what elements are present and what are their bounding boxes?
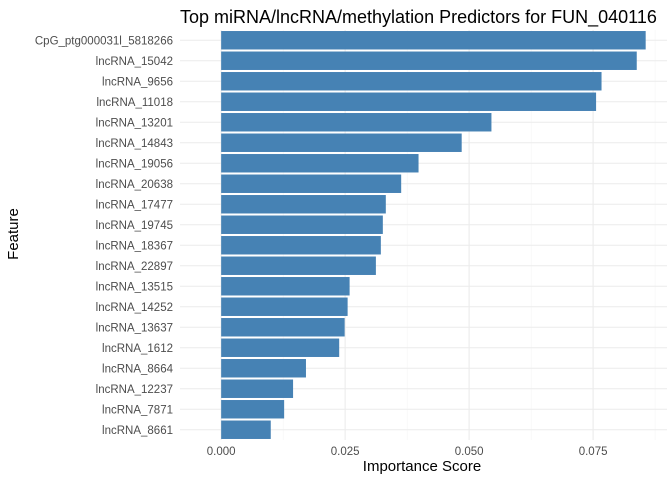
bar bbox=[221, 72, 602, 91]
x-tick-label: 0.075 bbox=[579, 446, 608, 458]
bar bbox=[221, 174, 402, 193]
bar bbox=[221, 92, 597, 111]
y-tick-label: lncRNA_13515 bbox=[96, 281, 173, 293]
y-tick-label: lncRNA_13201 bbox=[96, 117, 173, 129]
bar bbox=[221, 236, 381, 255]
bar bbox=[221, 195, 386, 214]
y-tick-label: lncRNA_18367 bbox=[96, 240, 173, 252]
x-tick-label: 0.000 bbox=[207, 446, 236, 458]
bar bbox=[221, 379, 294, 398]
bar bbox=[221, 400, 285, 419]
y-tick-label: lncRNA_9656 bbox=[102, 76, 173, 88]
y-tick-label: lncRNA_11018 bbox=[96, 97, 173, 109]
bar bbox=[221, 297, 348, 316]
y-axis-title: Feature bbox=[5, 208, 22, 260]
y-tick-label: lncRNA_19745 bbox=[96, 220, 173, 232]
grid bbox=[180, 30, 667, 440]
y-tick-label: lncRNA_19056 bbox=[96, 158, 173, 170]
y-tick-label: lncRNA_8661 bbox=[102, 425, 173, 437]
bar bbox=[221, 256, 376, 275]
y-tick-label: lncRNA_1612 bbox=[102, 343, 173, 355]
y-tick-label: lncRNA_8664 bbox=[102, 363, 174, 375]
bar bbox=[221, 359, 306, 378]
bars bbox=[221, 31, 646, 439]
bar bbox=[221, 277, 350, 296]
y-tick-label: lncRNA_14252 bbox=[96, 302, 173, 314]
x-tick-labels: 0.000 0.025 0.050 0.075 bbox=[207, 446, 608, 458]
y-tick-labels: CpG_ptg000031l_5818266 lncRNA_15042 lncRNA… bbox=[35, 35, 174, 437]
y-tick-label: lncRNA_14843 bbox=[96, 138, 173, 150]
x-tick-label: 0.025 bbox=[331, 446, 360, 458]
x-axis-title: Importance Score bbox=[363, 458, 481, 475]
bar bbox=[221, 318, 345, 337]
chart-title: Top miRNA/lncRNA/methylation Predictors … bbox=[180, 7, 657, 28]
y-tick-label: lncRNA_17477 bbox=[96, 199, 173, 211]
y-tick-label: lncRNA_12237 bbox=[96, 384, 173, 396]
bar bbox=[221, 154, 419, 173]
bar bbox=[221, 31, 646, 50]
bar bbox=[221, 338, 340, 357]
y-tick-label: lncRNA_15042 bbox=[96, 56, 173, 68]
x-tick-label: 0.050 bbox=[455, 446, 484, 458]
bar bbox=[221, 420, 271, 439]
bar bbox=[221, 215, 383, 234]
bar bbox=[221, 113, 492, 132]
y-tick-label: CpG_ptg000031l_5818266 bbox=[35, 35, 173, 47]
y-tick-label: lncRNA_7871 bbox=[102, 404, 173, 416]
bar bbox=[221, 51, 637, 70]
y-tick-label: lncRNA_20638 bbox=[96, 179, 173, 191]
bar bbox=[221, 133, 462, 152]
y-tick-label: lncRNA_13637 bbox=[96, 322, 173, 334]
y-tick-label: lncRNA_22897 bbox=[96, 261, 173, 273]
